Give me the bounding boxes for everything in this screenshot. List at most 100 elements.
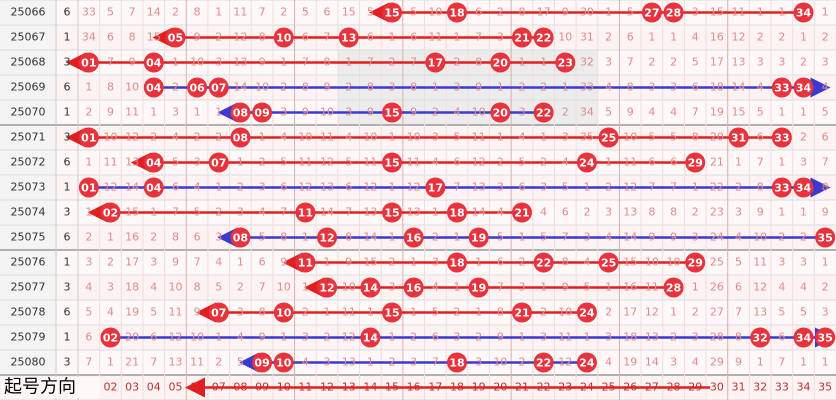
ball [815, 327, 836, 348]
miss-count: 26 [710, 281, 724, 294]
miss-count: 13 [732, 56, 746, 69]
miss-count: 1 [85, 206, 92, 219]
miss-count: 11 [558, 331, 572, 344]
miss-count: 14 [363, 231, 377, 244]
ball [425, 177, 446, 198]
miss-count: 8 [259, 306, 266, 319]
ball-number: 25 [601, 132, 616, 145]
ball [576, 352, 597, 373]
issue: 25073 [11, 181, 46, 194]
miss-count: 1 [800, 206, 807, 219]
miss-count: 7 [150, 356, 157, 369]
miss-count: 4 [85, 281, 92, 294]
miss-count: 10 [645, 256, 659, 269]
miss-count: 1 [85, 156, 92, 169]
ball-number: 14 [363, 282, 379, 295]
group: 3 [64, 356, 71, 369]
issue: 25070 [11, 106, 46, 119]
miss-count: 2 [670, 331, 677, 344]
group: 1 [64, 181, 71, 194]
issue: 25067 [11, 31, 46, 44]
miss-count: 8 [172, 231, 179, 244]
miss-count: 1 [410, 256, 417, 269]
miss-count: 5 [454, 131, 461, 144]
group: 3 [64, 281, 71, 294]
miss-count: 7 [627, 56, 634, 69]
miss-count: 15 [125, 206, 139, 219]
miss-count: 4 [800, 281, 807, 294]
miss-count: 7 [432, 356, 439, 369]
miss-count: 3 [389, 281, 396, 294]
miss-count: 7 [735, 306, 742, 319]
miss-count: 5 [518, 156, 525, 169]
miss-count: 6 [324, 6, 331, 19]
miss-count: 6 [648, 156, 655, 169]
ball [143, 52, 164, 73]
miss-count: 7 [778, 356, 785, 369]
miss-count: 3 [692, 331, 699, 344]
miss-count: 3 [85, 256, 92, 269]
miss-count: 1 [280, 56, 287, 69]
miss-count: 2 [540, 81, 547, 94]
miss-count: 17 [710, 56, 724, 69]
miss-count: 7 [129, 6, 136, 19]
miss-count: 7 [475, 31, 482, 44]
ball-number: 04 [146, 57, 162, 70]
footer-number: 35 [818, 381, 832, 394]
ball-number: 29 [688, 257, 703, 270]
ball-number: 32 [753, 332, 768, 345]
miss-count: 15 [363, 256, 377, 269]
miss-count: 30 [580, 6, 594, 19]
miss-count: 1 [757, 6, 764, 19]
miss-count: 7 [259, 6, 266, 19]
miss-count: 2 [389, 256, 396, 269]
ball-number: 18 [449, 207, 464, 220]
miss-count: 7 [85, 356, 92, 369]
miss-count: 5 [85, 306, 92, 319]
miss-count: 8 [410, 81, 417, 94]
ball-number: 34 [796, 7, 812, 20]
miss-count: 7 [757, 156, 764, 169]
miss-count: 14 [645, 356, 659, 369]
miss-count: 2 [237, 181, 244, 194]
issue: 25066 [11, 6, 46, 19]
miss-count: 2 [85, 106, 92, 119]
miss-count: 1 [85, 81, 92, 94]
ball-number: 22 [536, 257, 551, 270]
miss-count: 9 [475, 81, 482, 94]
miss-count: 3 [583, 231, 590, 244]
ball-number: 20 [493, 107, 509, 120]
miss-count: 2 [150, 131, 157, 144]
miss-count: 9 [562, 281, 569, 294]
ball [360, 327, 381, 348]
ball-number: 15 [384, 157, 399, 170]
miss-count: 13 [125, 156, 139, 169]
miss-count: 11 [645, 281, 659, 294]
miss-count: 2 [518, 81, 525, 94]
miss-count: 2 [85, 231, 92, 244]
miss-count: 7 [345, 206, 352, 219]
miss-count: 1 [778, 6, 785, 19]
miss-count: 3 [497, 31, 504, 44]
miss-count: 3 [454, 331, 461, 344]
ball-number: 18 [449, 7, 464, 20]
miss-count: 11 [103, 156, 117, 169]
miss-count: 21 [125, 356, 139, 369]
ball [100, 202, 121, 223]
miss-count: 3 [518, 281, 525, 294]
miss-count: 10 [667, 256, 681, 269]
ball-number: 02 [103, 207, 118, 220]
miss-count: 34 [580, 106, 594, 119]
ball-number: 35 [818, 332, 833, 345]
miss-count: 7 [497, 281, 504, 294]
miss-count: 7 [280, 206, 287, 219]
miss-count: 1 [692, 181, 699, 194]
miss-count: 18 [710, 81, 724, 94]
miss-count: 1 [778, 156, 785, 169]
ball [576, 152, 597, 173]
miss-count: 2 [172, 6, 179, 19]
miss-count: 7 [822, 156, 829, 169]
miss-count: 17 [125, 256, 139, 269]
miss-count: 4 [778, 281, 785, 294]
